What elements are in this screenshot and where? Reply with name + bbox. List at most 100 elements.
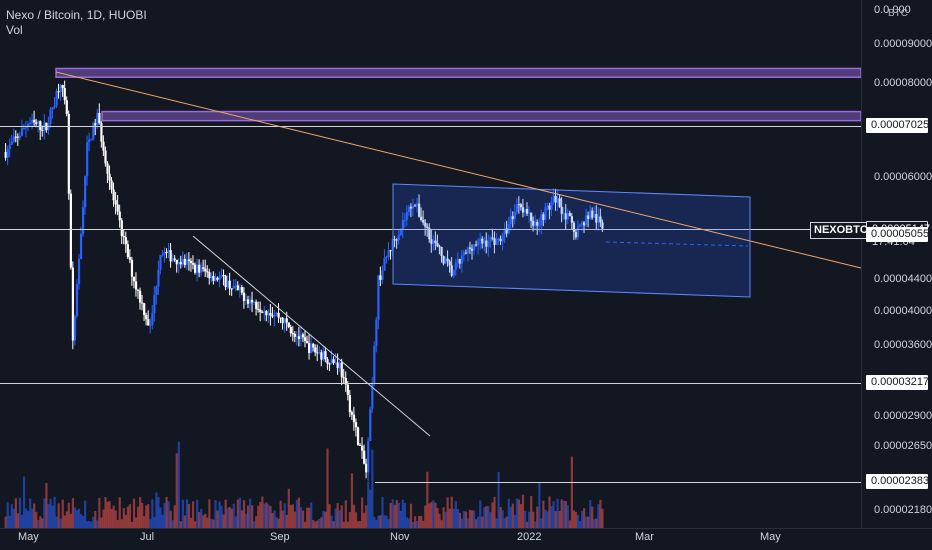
volume-bar bbox=[403, 503, 406, 528]
candle-body bbox=[130, 259, 134, 277]
candle-body bbox=[468, 247, 472, 249]
candle-body bbox=[67, 113, 70, 194]
volume-bar bbox=[4, 516, 7, 528]
volume-bar bbox=[574, 511, 578, 528]
volume-bar bbox=[458, 512, 461, 528]
candle-body bbox=[385, 256, 388, 258]
volume-bar bbox=[363, 512, 366, 528]
volume-bar bbox=[438, 513, 441, 528]
volume-bar bbox=[143, 516, 146, 528]
candle-body bbox=[228, 280, 231, 289]
candle-body bbox=[110, 180, 113, 190]
volume-bar bbox=[106, 501, 109, 528]
volume-bar bbox=[47, 504, 50, 528]
volume-bar bbox=[271, 513, 274, 528]
candle-body bbox=[102, 141, 105, 151]
volume-label[interactable]: Vol bbox=[6, 23, 23, 37]
candle-body bbox=[191, 263, 195, 265]
candle-body bbox=[452, 270, 455, 276]
volume-bar bbox=[595, 518, 598, 528]
volume-bar bbox=[436, 508, 439, 528]
volume-bar bbox=[428, 503, 431, 528]
volume-bar bbox=[53, 496, 56, 528]
volume-bar bbox=[185, 499, 189, 528]
candle-body bbox=[27, 124, 30, 128]
volume-bar bbox=[540, 518, 543, 528]
candle-body bbox=[564, 213, 567, 220]
volume-bar bbox=[420, 515, 423, 528]
candle-body bbox=[308, 343, 311, 353]
candle-body bbox=[312, 343, 315, 348]
volume-bar bbox=[468, 509, 472, 528]
candle-body bbox=[511, 216, 514, 220]
volume-bar bbox=[440, 520, 443, 528]
candle-body bbox=[161, 254, 164, 256]
candle-body bbox=[218, 277, 221, 280]
volume-bar bbox=[175, 453, 178, 528]
candle-body bbox=[151, 313, 154, 326]
candle-body bbox=[346, 384, 349, 395]
volume-bar bbox=[98, 497, 101, 528]
candle-body bbox=[595, 213, 598, 223]
volume-bar bbox=[65, 511, 68, 528]
candle-body bbox=[438, 246, 441, 248]
candle-body bbox=[291, 333, 294, 335]
volume-bar bbox=[585, 516, 588, 528]
symbol-title[interactable]: Nexo / Bitcoin, 1D, HUOBI bbox=[6, 8, 147, 22]
volume-bar bbox=[204, 513, 207, 528]
candle-body bbox=[249, 299, 252, 304]
volume-bar bbox=[532, 511, 535, 528]
candle-body bbox=[428, 227, 431, 240]
candle-body bbox=[63, 88, 66, 101]
candle-body bbox=[356, 427, 360, 445]
time-tick: 2022 bbox=[517, 531, 542, 543]
candle-body bbox=[530, 212, 533, 221]
volume-bar bbox=[471, 510, 474, 528]
candle-body bbox=[240, 287, 244, 293]
volume-bar bbox=[291, 504, 294, 528]
candle-body bbox=[153, 295, 156, 314]
candle-body bbox=[436, 243, 439, 247]
candle-body bbox=[159, 255, 162, 270]
volume-bar bbox=[580, 510, 584, 528]
volume-bar bbox=[538, 482, 541, 528]
candle-body bbox=[303, 337, 307, 342]
volume-bar bbox=[509, 506, 512, 528]
volume-bar bbox=[55, 516, 58, 528]
candle-body bbox=[403, 219, 406, 221]
volume-bar bbox=[352, 504, 356, 528]
projection-line bbox=[605, 241, 749, 247]
candle-body bbox=[35, 122, 38, 125]
candle-body bbox=[556, 198, 559, 203]
volume-bar bbox=[350, 473, 354, 528]
candle-body bbox=[515, 204, 519, 212]
volume-bar bbox=[43, 498, 46, 528]
volume-bar bbox=[295, 499, 299, 528]
volume-bar bbox=[189, 517, 193, 528]
volume-bar bbox=[281, 510, 284, 528]
candle-body bbox=[271, 315, 274, 317]
candle-body bbox=[149, 325, 152, 327]
candle-body bbox=[568, 212, 571, 217]
volume-bars bbox=[4, 441, 604, 528]
candle-body bbox=[187, 259, 191, 262]
candle-body bbox=[560, 206, 563, 214]
volume-bar bbox=[340, 505, 343, 528]
volume-bar bbox=[558, 510, 561, 528]
volume-bar bbox=[411, 521, 415, 528]
volume-bar bbox=[578, 521, 582, 528]
volume-bar bbox=[328, 504, 331, 528]
candle-body bbox=[257, 308, 260, 310]
candle-body bbox=[134, 281, 138, 290]
candle-body bbox=[41, 130, 44, 132]
volume-bar bbox=[444, 511, 447, 528]
volume-bar bbox=[232, 503, 235, 528]
candle-body bbox=[57, 91, 60, 93]
volume-bar bbox=[517, 499, 521, 528]
candle-body bbox=[440, 246, 443, 256]
candle-body bbox=[100, 123, 103, 142]
volume-bar bbox=[165, 496, 168, 528]
candle-body bbox=[501, 234, 504, 242]
candle-body bbox=[587, 215, 590, 219]
